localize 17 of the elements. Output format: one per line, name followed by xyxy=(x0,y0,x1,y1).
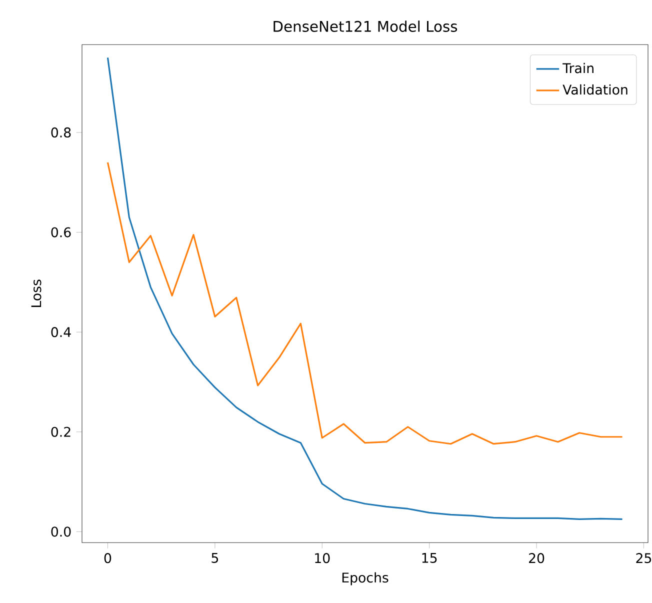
x-tick-label: 20 xyxy=(529,553,544,564)
x-tick-label: 5 xyxy=(212,553,218,564)
y-tick-label: 0.6 xyxy=(51,227,71,238)
y-tick-label: 0.2 xyxy=(51,426,70,438)
y-tick-label: 0.0 xyxy=(51,526,71,537)
y-tick-label: 0.4 xyxy=(51,327,71,338)
line-series xyxy=(106,162,624,445)
y-axis-title: Loss xyxy=(31,280,42,308)
x-axis-title: Epochs xyxy=(342,572,388,586)
legend-label: Train xyxy=(562,63,594,74)
x-tick-label: 10 xyxy=(315,553,330,564)
legend-label: Validation xyxy=(562,84,628,95)
x-tick-label: 0 xyxy=(104,553,112,564)
chart-title: DenseNet121 Model Loss xyxy=(274,20,458,32)
x-tick-label: 25 xyxy=(636,553,652,564)
x-tick-label: 15 xyxy=(422,553,437,564)
y-tick-label: 0.8 xyxy=(51,128,71,138)
